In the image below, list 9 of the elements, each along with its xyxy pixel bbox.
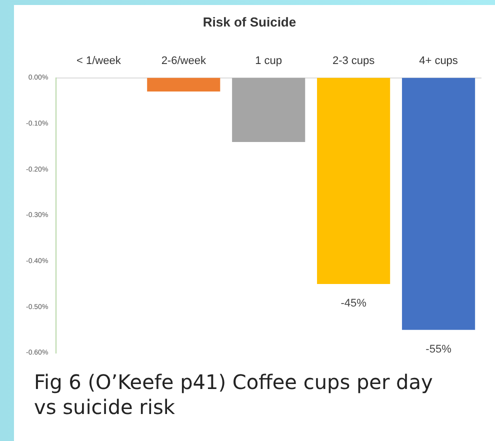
x-tick-label: < 1/week bbox=[76, 55, 122, 68]
x-tick-label: 4+ cups bbox=[419, 55, 458, 68]
data-label: -45% bbox=[340, 298, 367, 310]
x-tick-label: 2-3 cups bbox=[332, 55, 376, 68]
x-tick-label: 1 cup bbox=[255, 55, 282, 68]
data-label: -55% bbox=[426, 343, 452, 356]
x-tick-label: 2-6/week bbox=[161, 55, 206, 68]
chart-title: Risk of Suicide bbox=[202, 14, 296, 30]
caption: Fig 6 (O’Keefe p41) Coffee cups per day vs suicide risk bbox=[34, 370, 434, 420]
